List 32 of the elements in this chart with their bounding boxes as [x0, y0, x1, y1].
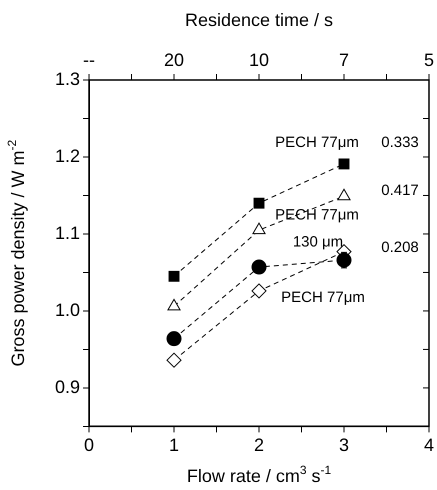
y-tick-label: 0.9: [54, 376, 80, 397]
x-tick-label: 4: [424, 435, 434, 456]
point: [252, 260, 267, 275]
y-tick-label: 1.3: [54, 68, 80, 89]
series-label: PECH 77μm: [275, 134, 359, 152]
text: 10: [248, 50, 270, 70]
text: 5: [424, 50, 434, 70]
x-tick-label: 1: [169, 435, 180, 456]
x-tick-label: 3: [338, 435, 350, 456]
y-tick-label: 1.1: [54, 222, 80, 243]
x2-axis-title: Residence time / s: [184, 10, 334, 30]
y-axis-title: Gross power density / W m-2: [4, 140, 28, 367]
point: [254, 198, 264, 209]
point: [252, 283, 267, 298]
x-tick-label: 0: [84, 435, 94, 456]
x-tick-label: 2: [254, 435, 264, 456]
series-label: 130 μm: [292, 233, 344, 250]
point: [338, 158, 350, 170]
text: 7: [338, 50, 350, 70]
series-label: PECH 77μm: [281, 288, 365, 306]
text: 20: [164, 50, 184, 70]
annotation: 0.208: [381, 239, 419, 256]
text: --: [83, 50, 96, 70]
annotation: 0.333: [381, 134, 419, 152]
point: [168, 270, 180, 282]
point: [166, 352, 182, 368]
point: [336, 252, 352, 268]
annotation: 0.417: [381, 182, 419, 200]
y-tick-label: 1.2: [54, 146, 80, 166]
point: [166, 331, 182, 346]
series-label: PECH 77μm: [275, 206, 359, 224]
y-tick-label: 1.0: [54, 300, 80, 320]
